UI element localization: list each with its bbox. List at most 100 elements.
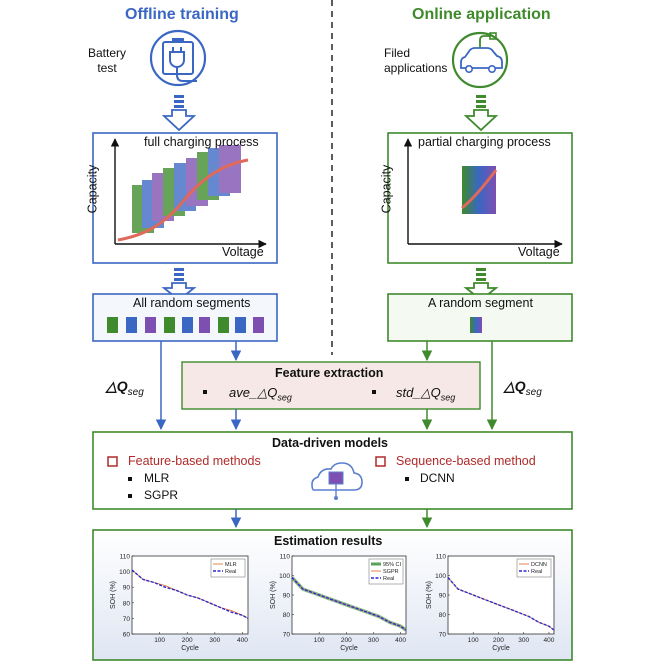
model-sgpr: SGPR — [144, 488, 179, 502]
legend-label: Real — [383, 576, 394, 582]
y-axis-label: SOH (%) — [110, 581, 117, 609]
right-x-axis-label: Voltage — [518, 245, 560, 259]
soh-chart-3: 70 80 90 100 110 100 200 300 400 Cycle SOH (%) DCNN… — [426, 554, 555, 653]
delta-q-right: △Qseg — [504, 378, 542, 398]
y-tick-label: 80 — [439, 612, 447, 619]
chart-legend — [210, 558, 246, 578]
y-tick-label: 110 — [120, 554, 131, 561]
legend-label: MLR — [225, 562, 237, 568]
y-tick-label: 100 — [279, 573, 290, 580]
x-tick-label: 100 — [468, 637, 479, 644]
partial-charging-box — [387, 132, 573, 264]
x-tick-label: 300 — [209, 637, 220, 644]
battery-test-line2: test — [97, 61, 117, 75]
y-tick-label: 100 — [435, 573, 446, 580]
y-tick-label: 70 — [439, 632, 447, 639]
feature-std-main: std_△Q — [396, 385, 441, 400]
x-axis-label: Cycle — [492, 645, 510, 652]
series-line-real — [291, 577, 407, 631]
x-tick-label: 200 — [341, 637, 352, 644]
y-tick-label: 110 — [280, 554, 291, 561]
x-tick-label: 300 — [368, 637, 379, 644]
series-line-real — [131, 569, 249, 620]
filed-line2: applications — [384, 61, 448, 75]
y-tick-label: 70 — [283, 632, 291, 639]
left-y-axis-label: Capacity — [85, 164, 100, 214]
y-tick-label: 90 — [123, 585, 131, 592]
feature-std: std_△Qseg — [396, 385, 455, 403]
x-tick-label: 400 — [395, 637, 406, 644]
ai-chip-icon — [311, 462, 363, 500]
segment-swatches — [107, 317, 264, 333]
y-tick-label: 100 — [119, 569, 130, 576]
left-x-axis-label: Voltage — [222, 245, 264, 259]
feature-ave: ave_△Qseg — [229, 385, 292, 403]
models-box — [92, 431, 573, 510]
car-icon — [451, 31, 509, 89]
soh-chart-1: 60 70 80 90 100 110 100 200 300 400 Cycle SOH (%) ML… — [110, 554, 249, 652]
all-segments-caption: All random segments — [133, 296, 251, 310]
legend-label: Real — [531, 569, 542, 575]
delta-q-right-sub: seg — [525, 386, 542, 398]
partial-charging-caption: partial charging process — [418, 135, 551, 149]
hollow-arrow-left-top — [161, 95, 197, 132]
single-segment-caption: A random segment — [428, 296, 533, 310]
x-tick-label: 400 — [544, 637, 555, 644]
feature-std-sub: seg — [440, 392, 456, 403]
x-axis-label: Cycle — [181, 645, 199, 652]
y-tick-label: 80 — [123, 600, 131, 607]
y-axis-label: SOH (%) — [426, 581, 433, 609]
full-charging-caption: full charging process — [144, 135, 259, 149]
feature-ave-sub: seg — [277, 392, 292, 403]
models-title: Data-driven models — [272, 436, 389, 450]
delta-q-left-main: △Q — [106, 378, 128, 394]
online-title: Online application — [412, 6, 551, 23]
model-dcnn: DCNN — [420, 471, 455, 485]
delta-q-right-main: △Q — [504, 378, 526, 394]
x-axis-label: Cycle — [340, 645, 358, 652]
x-tick-label: 300 — [518, 637, 529, 644]
right-y-axis-label: Capacity — [379, 164, 394, 214]
y-tick-label: 110 — [436, 554, 447, 561]
y-tick-label: 90 — [283, 593, 291, 600]
y-tick-label: 70 — [123, 616, 131, 623]
x-tick-label: 200 — [493, 637, 504, 644]
y-tick-label: 80 — [283, 612, 291, 619]
y-tick-label: 60 — [123, 632, 131, 639]
y-tick-label: 90 — [439, 593, 447, 600]
feature-extraction-title: Feature extraction — [275, 366, 384, 380]
hollow-arrow-right-top — [463, 95, 499, 132]
soh-chart-2: 70 80 90 100 110 100 200 300 400 Cycle SOH (%) 95% … — [270, 554, 408, 652]
partial-charging-curve — [461, 169, 498, 210]
filed-applications-label: Filed applications — [384, 46, 447, 76]
chart-legend — [516, 558, 552, 578]
battery-test-label: Battery test — [88, 46, 126, 76]
y-axis-label: SOH (%) — [270, 581, 277, 609]
legend-label: Real — [225, 569, 236, 575]
model-mlr: MLR — [144, 471, 170, 485]
legend-label: SGPR — [383, 569, 399, 575]
offline-title: Offline training — [125, 6, 239, 23]
feature-based-heading: Feature-based methods — [128, 454, 261, 468]
feature-extraction-box — [181, 361, 481, 410]
full-charging-curve — [117, 158, 249, 242]
filed-line1: Filed — [384, 46, 411, 60]
feature-ave-main: ave_△Q — [229, 385, 278, 400]
single-segment-swatch — [470, 317, 482, 333]
x-tick-label: 100 — [154, 637, 165, 644]
legend-label: 95% CI — [383, 562, 402, 568]
x-tick-label: 200 — [182, 637, 193, 644]
x-tick-label: 100 — [314, 637, 325, 644]
battery-test-icon — [149, 29, 207, 87]
legend-label: DCNN — [531, 562, 547, 568]
delta-q-left: △Qseg — [106, 378, 144, 398]
delta-q-left-sub: seg — [127, 386, 144, 398]
results-title: Estimation results — [274, 534, 383, 548]
x-tick-label: 400 — [237, 637, 248, 644]
series-line-real — [447, 577, 555, 631]
battery-test-line1: Battery — [88, 46, 127, 60]
sequence-based-heading: Sequence-based method — [396, 454, 536, 468]
chart-plot-area — [131, 555, 249, 635]
